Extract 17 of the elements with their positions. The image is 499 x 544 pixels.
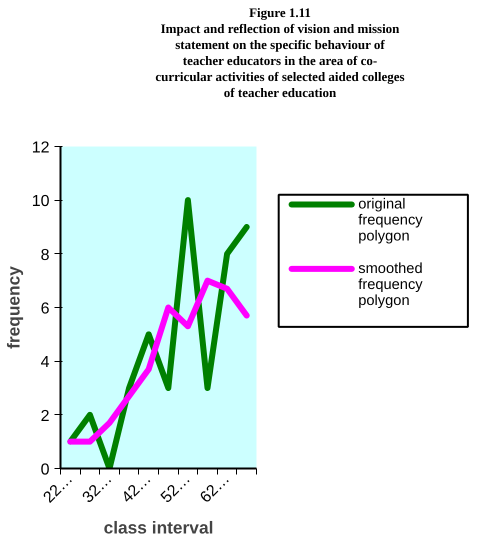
y-tick-label: 2 [40, 408, 50, 425]
x-axis-title: class interval [104, 517, 214, 538]
legend-label: original frequency polygon [358, 196, 424, 244]
x-tick-label: 52… [158, 470, 194, 506]
y-tick-label: 8 [40, 246, 50, 264]
x-tick-label: 32… [80, 470, 116, 506]
y-tick-label: 4 [40, 354, 50, 372]
y-tick-label: 0 [40, 462, 50, 478]
y-tick-label: 12 [32, 140, 50, 156]
y-tick-label: 6 [40, 300, 50, 318]
x-tick-label: 42… [118, 470, 155, 506]
y-axis-title: frequency [4, 266, 24, 349]
chart-subtitle: Impact and reflection of vision and mission statement on the specific behaviour of teacher educators in the area of co-curricular activities of selected aided colleges of teacher education [155, 21, 405, 100]
chart-title: Figure 1.11 [249, 5, 311, 20]
x-tick-label: 62… [197, 470, 234, 506]
y-tick-label: 10 [32, 193, 50, 210]
legend-label: smoothed frequency polygon [358, 260, 424, 309]
